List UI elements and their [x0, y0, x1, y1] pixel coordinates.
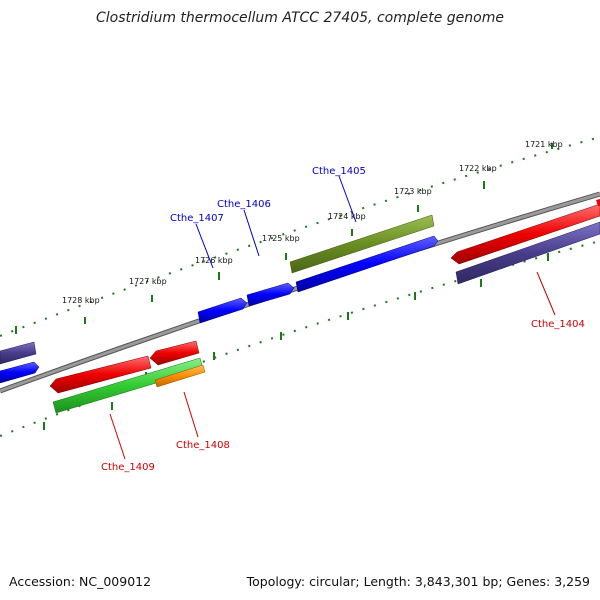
tick-label: 1728 kbp [62, 296, 100, 305]
gene-label-cthe-1407: Cthe_1407 [170, 213, 224, 224]
gene-label-cthe-1408: Cthe_1408 [176, 440, 230, 451]
genome-backbone [0, 191, 600, 394]
genome-summary-text: Topology: circular; Length: 3,843,301 bp… [246, 574, 590, 589]
reverse-strand-features [49, 199, 600, 414]
cds-arrow-cthe-1404 [450, 203, 600, 265]
orange-feature-bar [154, 364, 206, 388]
cds-arrow-cthe-1405 [295, 235, 439, 293]
slate-feature-left [0, 341, 37, 365]
gene-labels: Cthe_1405 Cthe_1406 Cthe_1407 Cthe_1404 … [101, 166, 585, 473]
gene-label-cthe-1405: Cthe_1405 [312, 166, 366, 177]
map-title: Clostridium thermocellum ATCC 27405, com… [96, 10, 504, 26]
outer-major-ticks [15, 143, 553, 334]
cds-arrow-cthe-1406 [246, 282, 295, 307]
tick-label: 1721 kbp [525, 140, 563, 149]
cds-arrow-cthe-1408 [149, 340, 200, 366]
cds-arrow-left-partial [0, 361, 40, 384]
tick-label: 1723 kbp [394, 187, 432, 196]
accession-text: Accession: NC_009012 [9, 574, 152, 589]
inner-major-ticks [43, 253, 549, 430]
cds-arrow-cthe-1409 [49, 355, 152, 394]
tick-label: 1724 kbp [328, 212, 366, 221]
tick-label: 1727 kbp [129, 277, 167, 286]
forward-strand-features [0, 214, 439, 384]
tick-label: 1726 kbp [195, 256, 233, 265]
kbp-labels: 1721 kbp 1722 kbp 1723 kbp 1724 kbp 1725… [62, 140, 563, 305]
cds-arrow-cthe-1407 [197, 297, 248, 324]
gene-label-cthe-1406: Cthe_1406 [217, 199, 271, 210]
gene-label-cthe-1404: Cthe_1404 [531, 319, 585, 330]
label-leader-lines [109, 175, 556, 460]
tick-label: 1725 kbp [262, 234, 300, 243]
gene-label-cthe-1409: Cthe_1409 [101, 462, 155, 473]
tick-label: 1722 kbp [459, 164, 497, 173]
slate-feature-cthe-1404 [455, 221, 600, 285]
olive-feature-bar [289, 214, 435, 274]
